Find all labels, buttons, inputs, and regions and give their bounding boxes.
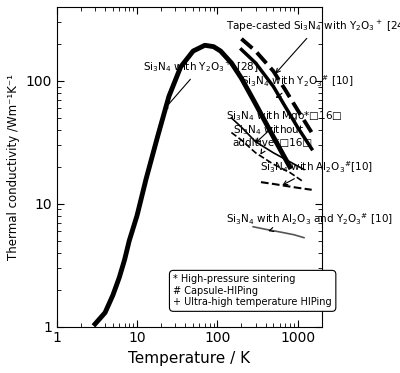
Text: Si$_3$N$_4$ with Al$_2$O$_3$ and Y$_2$O$_3$$^\#$ [10]: Si$_3$N$_4$ with Al$_2$O$_3$ and Y$_2$O$… (226, 211, 394, 232)
Text: Si$_3$N$_4$ with Y$_2$O$_3$$^+$ [28]: Si$_3$N$_4$ with Y$_2$O$_3$$^+$ [28] (143, 59, 259, 110)
Text: Si$_3$N$_4$ with Al$_2$O$_3$$^\#$[10]: Si$_3$N$_4$ with Al$_2$O$_3$$^\#$[10] (260, 159, 373, 185)
Y-axis label: Thermal conductivity /Wm⁻¹K⁻¹: Thermal conductivity /Wm⁻¹K⁻¹ (7, 74, 20, 260)
Text: Tape-casted Si$_3$N$_4$ with Y$_2$O$_3$$^+$ [24]: Tape-casted Si$_3$N$_4$ with Y$_2$O$_3$$… (226, 18, 400, 73)
Text: Si$_3$N$_4$ with Y$_2$O$_3$$^\#$ [10]: Si$_3$N$_4$ with Y$_2$O$_3$$^\#$ [10] (242, 73, 354, 97)
Text: Si$_3$N$_4$ without
additive*□16□: Si$_3$N$_4$ without additive*□16□ (232, 123, 313, 154)
Text: Si$_3$N$_4$ with Mgo*□16□: Si$_3$N$_4$ with Mgo*□16□ (226, 109, 343, 142)
X-axis label: Temperature / K: Temperature / K (128, 351, 250, 366)
Text: * High-pressure sintering
# Capsule-HIPing
+ Ultra-high temperature HIPing: * High-pressure sintering # Capsule-HIPi… (173, 274, 332, 307)
